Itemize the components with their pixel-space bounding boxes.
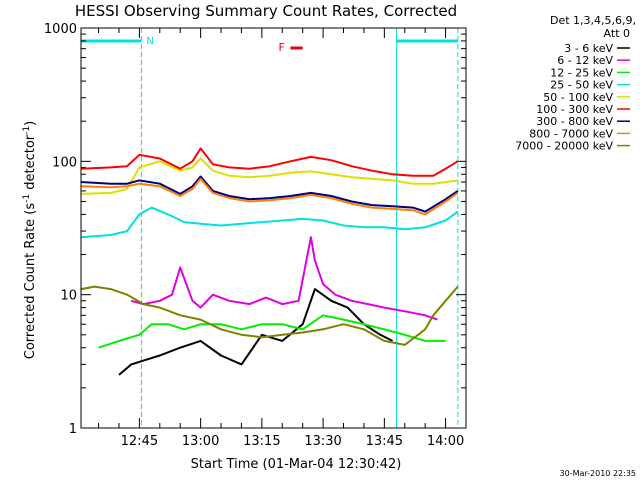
x-tick-label: 13:45 [366, 434, 403, 449]
series-line-7 [80, 177, 459, 216]
x-tick-label: 13:15 [243, 434, 280, 449]
y-tick-label: 10 [60, 289, 77, 304]
legend-label-8: 7000 - 20000 keV [515, 140, 613, 153]
y-tick-label: 100 [52, 155, 77, 170]
series-line-3 [80, 206, 459, 239]
legend-label-1: 6 - 12 keV [557, 54, 613, 67]
legend-label-3: 25 - 50 keV [550, 79, 613, 92]
legend-label-0: 3 - 6 keV [564, 42, 613, 55]
y-tick-label: 1 [69, 422, 77, 437]
series-line-0 [118, 288, 393, 376]
legend-label-2: 12 - 25 keV [550, 66, 613, 79]
legend-label-5: 100 - 300 keV [536, 103, 613, 116]
series-line-2 [98, 314, 446, 349]
series-line-1 [130, 236, 438, 321]
plot-frame [80, 27, 467, 429]
series-line-6 [80, 175, 459, 213]
footer-timestamp: 30-Mar-2010 22:35 [560, 469, 637, 478]
night-label: N [146, 36, 153, 47]
legend-label-7: 800 - 7000 keV [529, 127, 613, 140]
x-axis-label: Start Time (01-Mar-04 12:30:42) [191, 457, 402, 472]
plot-area: N F 1 10 100 1000 12:45 13:00 13:15 13:30 13:45 14:… [44, 22, 467, 449]
y-axis-label: Corrected Count Rate (s-1 detector-1) [22, 121, 38, 359]
legend-header-line-2: Att 0 [604, 27, 630, 40]
legend-header-line-1: Det 1,3,4,5,6,9, [550, 14, 636, 27]
series-line-5 [80, 147, 459, 177]
flare-label: F [278, 41, 284, 54]
series-line-8 [80, 285, 459, 346]
legend-label-4: 50 - 100 keV [543, 91, 613, 104]
legend-label-6: 300 - 800 keV [536, 115, 613, 128]
x-tick-label: 13:30 [304, 434, 341, 449]
x-tick-label: 12:45 [121, 434, 158, 449]
chart-title: HESSI Observing Summary Count Rates, Cor… [75, 2, 457, 20]
series-line-4 [80, 157, 458, 195]
y-tick-label: 1000 [44, 22, 77, 37]
x-tick-label: 13:00 [182, 434, 219, 449]
x-tick-label: 14:00 [427, 434, 464, 449]
